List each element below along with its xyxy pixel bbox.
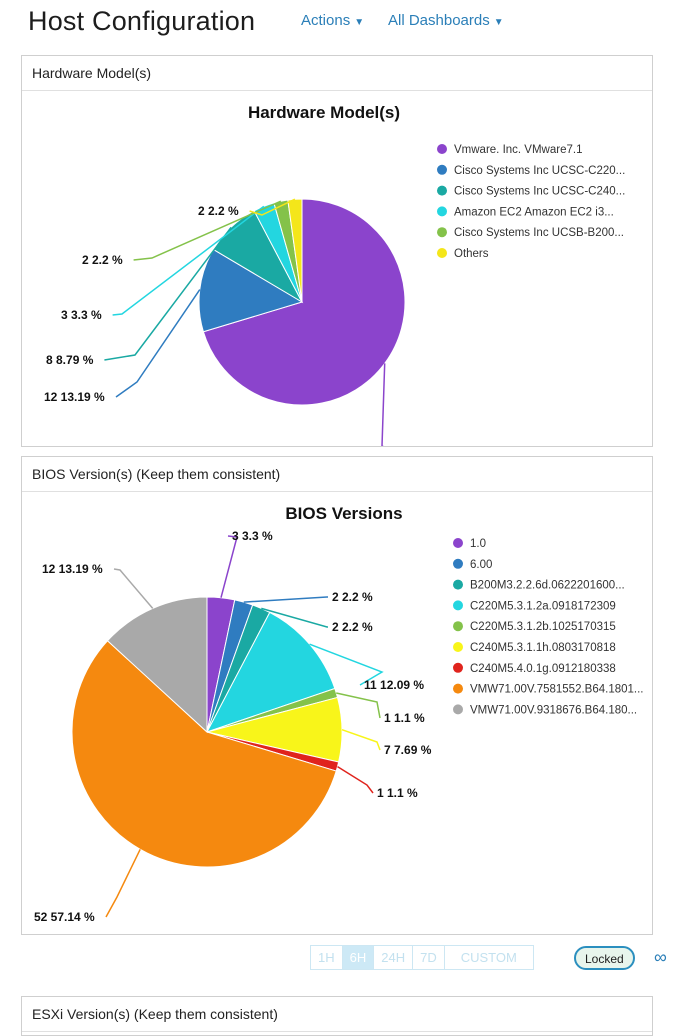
dashboards-label: All Dashboards [388,12,490,29]
data-label-6: 1 1.1 % [377,786,418,800]
bios-version-chart: BIOS Versions 3 3.3 % 2 2.2 % 2 2.2 % 11 12.… [34,504,643,924]
data-label-4: 2 2.2 % [82,253,123,267]
time-option-custom[interactable]: CUSTOM [460,950,517,965]
data-label-8: 12 13.19 % [42,562,103,576]
data-label-0: 3 3.3 % [232,529,273,543]
chart-title: BIOS Versions [285,504,402,523]
dashboards-menu[interactable]: All Dashboards ▼ [388,12,504,29]
legend-item-8[interactable]: VMW71.00V.9318676.B64.180... [470,704,637,716]
legend-item-4[interactable]: C220M5.3.1.2b.1025170315 [470,621,616,633]
hardware-model-panel: Hardware Model(s) Hardware Model(s)64 70… [21,55,653,447]
legend-swatch-5 [437,248,447,258]
esxi-version-panel: ESXi Version(s) (Keep them consistent) [21,996,653,1036]
pie-slice-3[interactable] [205,611,336,733]
actions-menu[interactable]: Actions ▼ [301,12,364,29]
legend-swatch-3 [437,206,447,217]
data-label-3: 3 3.3 % [61,308,102,322]
leader-line-0 [220,535,238,598]
legend-item-6[interactable]: C240M5.4.0.1g.0912180338 [470,663,616,675]
legend-swatch-0 [453,538,463,548]
legend-item-4[interactable]: Cisco Systems Inc UCSB-B200... [454,227,624,239]
data-label-1: 2 2.2 % [332,590,373,604]
actions-label: Actions [301,12,351,29]
link-icon[interactable]: ∞ [654,947,667,967]
hardware-model-chart: Hardware Model(s)64 70.33 %12 13.19 %8 8… [44,103,625,446]
legend-swatch-6 [453,662,463,673]
legend-swatch-7 [453,683,463,694]
panel-title: Hardware Model(s) [22,56,652,91]
chart-title: Hardware Model(s) [248,103,400,122]
legend-swatch-2 [453,579,463,590]
legend-swatch-8 [453,704,463,715]
time-option-1h[interactable]: 1H [311,946,343,969]
leader-line-0 [381,363,386,446]
legend-swatch-1 [437,164,447,175]
data-label-7: 52 57.14 % [34,910,95,924]
leader-line-6 [337,765,374,794]
panel-title: ESXi Version(s) (Keep them consistent) [22,997,652,1032]
leader-line-2 [104,226,232,361]
time-option-6h[interactable]: 6H [342,946,375,969]
chevron-down-icon: ▼ [354,17,365,28]
legend-swatch-0 [437,144,447,154]
leader-line-4 [133,200,282,261]
data-label-5: 2 2.2 % [198,204,239,218]
panel-title: BIOS Version(s) (Keep them consistent) [22,457,652,492]
data-label-2: 8 8.79 % [46,353,94,367]
time-range-selector: 1H 6H 24H 7D CUSTOM [310,945,534,970]
pie-slice-7[interactable] [71,640,337,868]
legend-item-0[interactable]: Vmware. Inc. VMware7.1 [454,144,582,156]
legend-item-5[interactable]: Others [454,248,489,260]
legend-item-1[interactable]: 6.00 [470,559,492,571]
bios-version-panel: BIOS Version(s) (Keep them consistent) B… [21,456,653,935]
legend-item-7[interactable]: VMW71.00V.7581552.B64.1801... [470,684,643,696]
legend-swatch-2 [437,185,447,196]
legend-swatch-4 [437,227,447,238]
legend-item-3[interactable]: Amazon EC2 Amazon EC2 i3... [454,206,614,218]
legend-swatch-4 [453,621,463,632]
legend-item-2[interactable]: Cisco Systems Inc UCSC-C240... [454,186,625,198]
locked-toggle[interactable]: Locked [574,946,635,970]
leader-line-4 [336,692,381,719]
leader-line-2 [261,607,328,628]
chevron-down-icon: ▼ [493,17,504,28]
data-label-5: 7 7.69 % [384,743,432,757]
leader-line-1 [243,596,328,603]
leader-line-3 [309,643,384,686]
data-label-2: 2 2.2 % [332,620,373,634]
time-option-7d[interactable]: 7D [413,946,445,969]
leader-line-7 [105,848,141,918]
legend-item-1[interactable]: Cisco Systems Inc UCSC-C220... [454,165,625,177]
data-label-1: 12 13.19 % [44,390,105,404]
legend-item-5[interactable]: C240M5.3.1.1h.0803170818 [470,642,616,654]
legend-swatch-1 [453,558,463,569]
page-title: Host Configuration [28,6,256,36]
legend-item-3[interactable]: C220M5.3.1.2a.0918172309 [470,600,616,612]
legend-item-2[interactable]: B200M3.2.2.6d.0622201600... [470,580,625,592]
leader-line-1 [115,289,201,398]
legend-item-0[interactable]: 1.0 [470,538,486,550]
data-label-4: 1 1.1 % [384,711,425,725]
legend-swatch-5 [453,642,463,652]
time-option-24h[interactable]: 24H [374,946,414,969]
leader-line-5 [341,728,381,751]
legend-swatch-3 [453,600,463,611]
leader-line-8 [113,568,154,609]
data-label-3: 11 12.09 % [364,678,424,692]
leader-line-5 [249,198,296,216]
leader-line-3 [112,205,265,316]
